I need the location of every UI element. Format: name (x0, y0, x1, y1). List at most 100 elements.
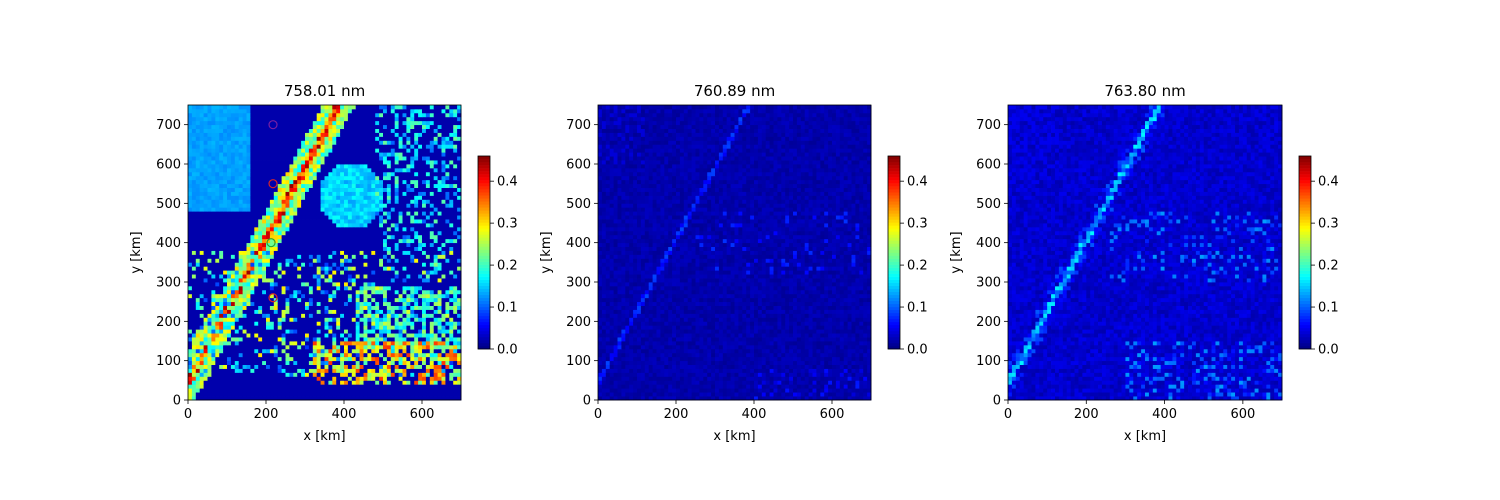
heatmap-cell (246, 364, 251, 369)
heatmap-cell (227, 301, 232, 306)
heatmap-cell (402, 368, 407, 373)
heatmap-cell (223, 282, 228, 287)
heatmap-cell (371, 313, 376, 318)
heatmap-cell (359, 167, 364, 173)
heatmap-cell (390, 171, 396, 177)
heatmap-cell (402, 234, 407, 240)
heatmap-cell (359, 274, 364, 279)
heatmap-cell (418, 199, 423, 204)
heatmap-cell (324, 317, 329, 322)
heatmap-cell (394, 230, 399, 236)
heatmap-cell (308, 325, 314, 330)
heatmap-cell (281, 124, 286, 129)
heatmap-cell (191, 258, 197, 263)
heatmap-cell (383, 274, 388, 279)
heatmap-cell (234, 179, 240, 185)
heatmap-cell (371, 317, 376, 322)
heatmap-cell (269, 258, 275, 263)
heatmap-cell (367, 250, 372, 255)
heatmap-cell (230, 219, 236, 224)
heatmap-cell (258, 384, 263, 389)
heatmap-cell (308, 337, 314, 342)
heatmap-cell (246, 313, 251, 318)
heatmap-cell (258, 344, 263, 350)
heatmap-cell (316, 285, 321, 291)
heatmap-cell (367, 238, 372, 244)
heatmap-cell (359, 171, 364, 177)
heatmap-cell (258, 274, 263, 279)
heatmap-cell (449, 333, 454, 338)
heatmap-cell (242, 211, 247, 216)
heatmap-cell (254, 230, 259, 236)
heatmap-cell (281, 282, 286, 287)
heatmap-cell (188, 144, 193, 149)
heatmap-cell (285, 282, 290, 287)
heatmap-cell (238, 301, 243, 306)
heatmap-cell (449, 368, 454, 373)
heatmap-cell (336, 313, 341, 318)
heatmap-cell (418, 156, 423, 161)
heatmap-cell (258, 396, 263, 401)
heatmap-cell (371, 195, 376, 200)
heatmap-cell (398, 289, 403, 295)
heatmap-cell (269, 333, 275, 338)
heatmap-cell (301, 238, 306, 244)
heatmap-cell (293, 211, 298, 216)
heatmap-cell (418, 317, 423, 322)
heatmap-cell (355, 329, 360, 334)
heatmap-cell (191, 348, 197, 354)
heatmap-cell (262, 352, 267, 358)
heatmap-cell (281, 278, 286, 283)
heatmap-cell (195, 392, 201, 397)
heatmap-cell (429, 293, 435, 299)
heatmap-cell (199, 242, 204, 247)
heatmap-cell (441, 372, 446, 377)
heatmap-cell (418, 136, 423, 141)
heatmap-cell (324, 238, 329, 244)
heatmap-cell (301, 341, 306, 346)
heatmap-cell (425, 171, 431, 177)
heatmap-cell (269, 215, 275, 220)
heatmap-cell (441, 309, 446, 314)
heatmap-cell (297, 301, 302, 306)
heatmap-cell (453, 360, 458, 365)
heatmap-cell (425, 360, 431, 365)
heatmap-cell (308, 207, 314, 212)
heatmap-cell (199, 262, 204, 267)
heatmap-cell (367, 337, 372, 342)
heatmap-cell (344, 364, 349, 369)
heatmap-cell (437, 360, 442, 365)
heatmap-cell (441, 392, 446, 397)
heatmap-cell (433, 285, 438, 291)
heatmap-cell (347, 183, 353, 188)
heatmap-cell (191, 317, 197, 322)
heatmap-cell (457, 156, 462, 161)
heatmap-cell (429, 341, 435, 346)
heatmap-cell (379, 392, 384, 397)
heatmap-cell (449, 321, 454, 326)
heatmap-cell (289, 246, 294, 251)
heatmap-cell (379, 124, 384, 129)
heatmap-cell (367, 128, 372, 133)
heatmap-cell (223, 376, 228, 381)
heatmap-cell (207, 219, 212, 224)
heatmap-cell (406, 120, 411, 126)
heatmap-cell (312, 293, 318, 299)
heatmap-cell (305, 128, 310, 133)
heatmap-cell (383, 124, 388, 129)
heatmap-cell (281, 313, 286, 318)
heatmap-cell (418, 223, 423, 228)
heatmap-cell (289, 152, 294, 157)
heatmap-cell (386, 368, 392, 373)
heatmap-cell (429, 152, 435, 157)
heatmap-cell (254, 348, 259, 354)
heatmap-cell (250, 140, 255, 145)
heatmap-cell (449, 120, 454, 126)
heatmap-cell (453, 136, 458, 141)
heatmap-cell (336, 282, 341, 287)
heatmap-cell (433, 148, 438, 153)
heatmap-cell (195, 376, 201, 381)
heatmap-cell (293, 128, 298, 133)
heatmap-cell (371, 199, 376, 204)
heatmap-cell (281, 160, 286, 165)
